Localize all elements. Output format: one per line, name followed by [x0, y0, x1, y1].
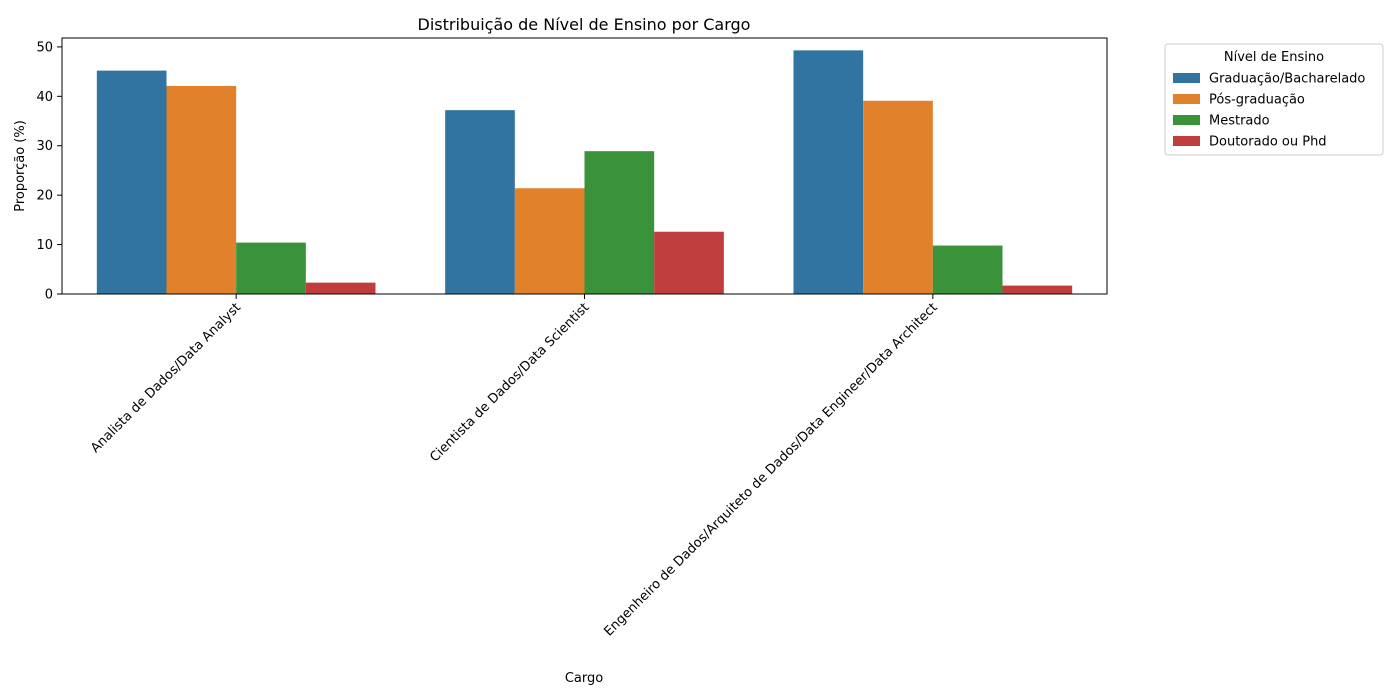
legend-frame	[1164, 43, 1384, 156]
x-tick-label: Analista de Dados/Data Analyst	[88, 300, 244, 456]
bar	[305, 282, 376, 294]
legend-swatch	[1173, 136, 1200, 146]
legend: Nível de Ensino Graduação/Bacharelado Pós…	[1164, 43, 1384, 156]
bar	[863, 100, 933, 294]
y-tick-label: 20	[36, 189, 53, 204]
y-tick-label: 30	[36, 139, 53, 154]
legend-title: Nível de Ensino	[1224, 50, 1324, 65]
legend-swatch	[1173, 73, 1200, 83]
bar	[793, 50, 864, 294]
y-tick-label: 0	[45, 288, 53, 303]
chart-title: Distribuição de Nível de Ensino por Carg…	[418, 15, 751, 34]
bar	[96, 70, 167, 295]
plot-area: 0 10 20 30 40 50 Analista de Dados/Data Analys…	[36, 37, 1108, 639]
legend-label: Pós-graduação	[1209, 93, 1305, 108]
bar	[584, 151, 655, 294]
bar	[166, 85, 237, 294]
x-tick-label: Engenheiro de Dados/Arquiteto de Dados/D…	[601, 300, 940, 639]
legend-label: Graduação/Bacharelado	[1209, 72, 1365, 87]
bar	[932, 245, 1003, 294]
y-axis-label: Proporção (%)	[13, 120, 28, 212]
y-tick-label: 10	[36, 238, 53, 253]
legend-items: Graduação/Bacharelado Pós-graduação Mestra…	[1173, 72, 1365, 150]
bar	[236, 242, 306, 294]
legend-label: Mestrado	[1209, 114, 1270, 129]
bar	[1002, 285, 1073, 294]
y-tick-label: 50	[36, 40, 53, 55]
x-axis-label: Cargo	[565, 671, 603, 686]
bar	[445, 110, 515, 295]
x-tick-label: Cientista de Dados/Data Scientist	[427, 300, 592, 465]
bar	[654, 231, 724, 294]
bar	[514, 188, 585, 294]
legend-label: Doutorado ou Phd	[1209, 135, 1327, 150]
legend-swatch	[1173, 94, 1200, 104]
legend-swatch	[1173, 115, 1200, 125]
y-tick-label: 40	[36, 90, 53, 105]
